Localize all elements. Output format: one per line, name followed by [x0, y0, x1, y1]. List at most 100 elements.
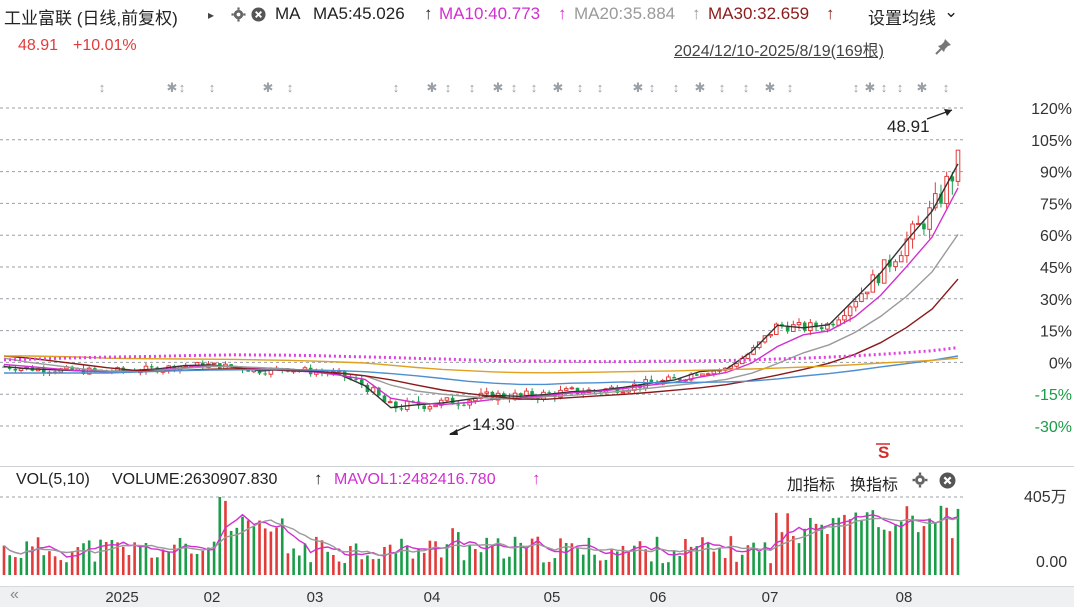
add-indicator-button[interactable]: 加指标 — [787, 477, 836, 494]
x-tick-label: 05 — [544, 589, 561, 606]
volume-bar — [292, 548, 295, 575]
volume-gear-icon[interactable] — [912, 472, 928, 493]
gear-icon[interactable] — [231, 7, 246, 27]
volume-bar — [740, 554, 744, 575]
volume-bar — [315, 536, 318, 575]
caret-icon[interactable]: ▸ — [208, 8, 215, 22]
volume-bar — [922, 526, 926, 575]
candle-body — [354, 378, 358, 380]
ma-line-ma120 — [4, 355, 959, 374]
stock-title[interactable]: 工业富联 (日线,前复权) — [4, 9, 178, 28]
low-pointer-arrowhead — [449, 429, 458, 435]
candle-body — [433, 404, 438, 408]
volume-ma-line — [3, 513, 959, 558]
chevron-down-icon[interactable]: ⌄ — [944, 2, 959, 21]
volume-bar — [332, 554, 335, 575]
y-tick-label: 45% — [1040, 260, 1072, 277]
volume-bar — [672, 550, 676, 575]
s-marker-icon[interactable]: S — [878, 443, 889, 462]
timeline-scrollbar[interactable] — [0, 586, 1074, 607]
volume-bar — [746, 545, 750, 575]
switch-indicator-button[interactable]: 换指标 — [850, 477, 899, 494]
volume-bar — [218, 497, 222, 575]
ma-settings-button[interactable]: 设置均线 — [868, 9, 936, 28]
volume-bar — [911, 515, 914, 575]
event-marker-icon: ↕ — [881, 80, 888, 95]
volume-bar — [252, 526, 256, 575]
volume-bar — [93, 561, 97, 575]
volume-bar — [508, 556, 511, 575]
volume-bar — [337, 561, 341, 575]
candle-body — [802, 322, 807, 331]
volume-bar — [871, 510, 875, 575]
volume-bar — [848, 519, 852, 575]
close-icon[interactable] — [251, 7, 266, 27]
event-marker-icon: ↕ — [287, 80, 294, 95]
volume-bar — [42, 555, 46, 575]
volume-bar — [780, 532, 784, 575]
volume-bar — [360, 559, 364, 575]
candle-body — [791, 324, 796, 332]
volume-bar — [405, 545, 409, 575]
x-tick-label: 02 — [204, 589, 221, 606]
volume-bar — [956, 508, 960, 575]
pane-divider — [0, 466, 1074, 467]
volume-bar — [280, 518, 284, 575]
volume-bar — [394, 552, 398, 575]
candle-body — [819, 327, 824, 330]
volume-bar — [803, 528, 806, 575]
volume-bar — [451, 528, 454, 575]
volume-bar — [36, 537, 40, 575]
volume-bar — [14, 557, 17, 575]
volume-bar — [388, 544, 392, 575]
volume-bar — [275, 527, 278, 575]
volume-bar — [422, 552, 426, 575]
volume-bar — [400, 538, 403, 575]
pin-icon[interactable] — [935, 37, 953, 60]
date-range[interactable]: 2024/12/10-2025/8/19(169根) — [674, 43, 884, 60]
volume-bar — [877, 527, 880, 575]
event-marker-icon: ↕ — [719, 80, 726, 95]
ma5-arrow-icon: ↑ — [424, 4, 433, 23]
volume-bar — [899, 521, 903, 575]
volume-bar — [831, 518, 835, 575]
volume-bar — [525, 547, 528, 575]
low-price-label: 14.30 — [472, 415, 515, 434]
scroll-left-icon[interactable]: « — [10, 586, 19, 603]
candle-body — [563, 388, 569, 391]
candle-body — [785, 325, 790, 332]
volume-bar — [814, 523, 818, 575]
candle-body — [780, 324, 784, 326]
volume-bar — [479, 552, 483, 575]
candle-body — [922, 223, 926, 230]
volume-bar — [269, 531, 273, 575]
y-tick-label: 90% — [1040, 165, 1072, 182]
volume-bar — [303, 543, 307, 575]
event-marker-icon: ↕ — [393, 80, 400, 95]
volume-bar — [343, 562, 347, 575]
event-marker-icon: ↕ — [649, 80, 656, 95]
volume-bar — [110, 539, 114, 575]
ma-line-ma250 — [3, 346, 959, 364]
candle-body — [796, 322, 802, 326]
candle-body — [530, 391, 534, 398]
price-chart[interactable]: ↕ ✱ ↕ ↕ ✱ ↕ ↕ ✱ ↕ ↕ ✱ ↕ ↕ ✱ ↕ ↕ ✱ ↕ ↕ ✱ ↕ ↕ ✱ ↕ ↕ ✱ ↕ ↕ ✱ ↕ 120%105%9… — [0, 0, 1074, 470]
volume-bar — [201, 550, 205, 575]
ma10-value: MA10:40.773 — [439, 4, 541, 23]
event-marker-icon: ↕ — [897, 80, 904, 95]
volume-close-icon[interactable] — [939, 472, 956, 494]
volume-bar — [933, 522, 937, 575]
volume-bar — [371, 559, 375, 575]
y-tick-label: 0% — [1049, 355, 1072, 372]
volume-bar — [434, 541, 437, 575]
volume-ma-lines — [3, 513, 959, 558]
candle-body — [915, 222, 921, 225]
volume-value: VOLUME:2630907.830 — [112, 471, 278, 488]
candle-body — [672, 376, 676, 379]
volume-bar — [559, 538, 562, 575]
volume-bar — [792, 535, 795, 575]
x-tick-label: 08 — [896, 589, 913, 606]
volume-bar — [905, 506, 909, 575]
volume-bar — [797, 543, 801, 575]
